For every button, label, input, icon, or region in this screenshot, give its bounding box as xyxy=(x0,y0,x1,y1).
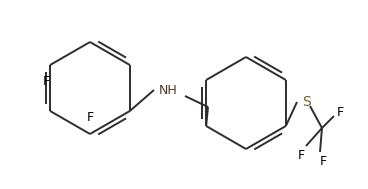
Text: F: F xyxy=(337,106,344,119)
Text: F: F xyxy=(86,111,93,124)
Text: S: S xyxy=(302,95,311,109)
Text: F: F xyxy=(297,149,305,162)
Text: F: F xyxy=(320,155,327,168)
Text: NH: NH xyxy=(159,84,178,97)
Text: F: F xyxy=(43,75,50,88)
